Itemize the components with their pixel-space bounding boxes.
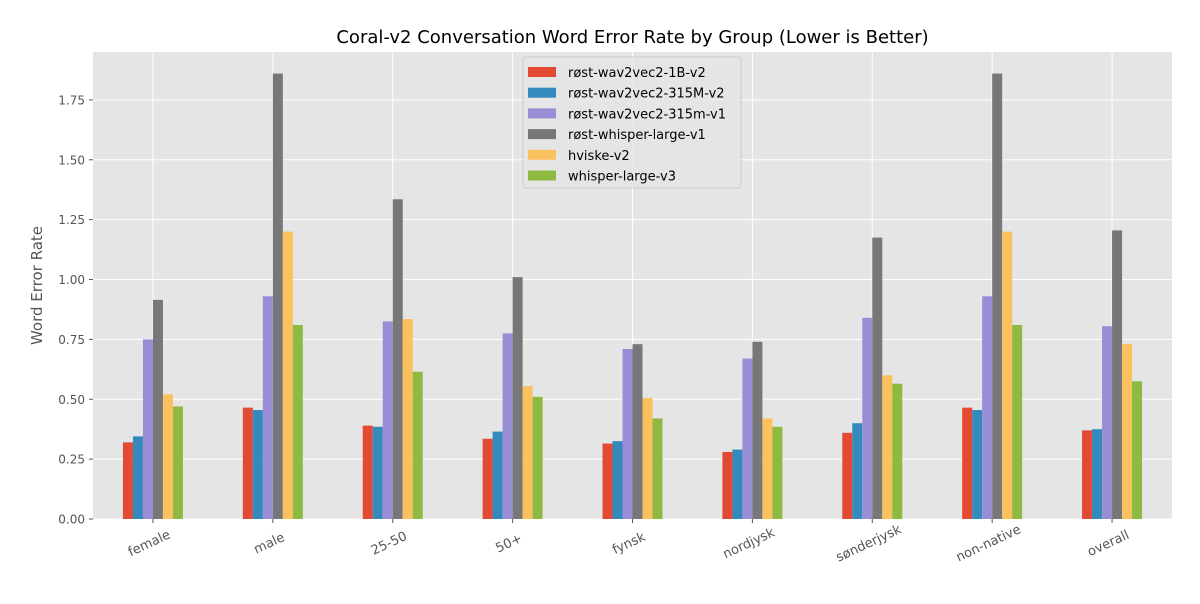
legend-label-5: hviske-v2 xyxy=(568,149,630,164)
y-tick-label: 0.75 xyxy=(58,333,85,347)
x-tick-label: overall xyxy=(1085,528,1131,560)
y-axis-label: Word Error Rate xyxy=(28,226,46,345)
legend: røst-wav2vec2-1B-v2 røst-wav2vec2-315M-v2… xyxy=(522,56,742,189)
bar-nordjysk-4 xyxy=(752,341,763,519)
bar-sønderjysk-4 xyxy=(872,237,883,519)
bar-25-50-3 xyxy=(382,321,393,519)
bar-female-1 xyxy=(122,442,133,519)
bar-fynsk-1 xyxy=(602,443,613,519)
bar-nordjysk-1 xyxy=(722,451,733,519)
x-tick-label: nordjysk xyxy=(721,525,778,562)
bar-sønderjysk-3 xyxy=(862,317,873,519)
x-tick-label: 50+ xyxy=(494,531,525,556)
legend-swatch-4 xyxy=(528,129,556,140)
bar-non-native-2 xyxy=(972,410,983,519)
bar-sønderjysk-6 xyxy=(892,383,903,519)
bar-fynsk-6 xyxy=(652,418,663,519)
bar-non-native-4 xyxy=(992,73,1003,520)
bar-female-3 xyxy=(142,339,153,519)
bar-overall-2 xyxy=(1092,429,1103,519)
bar-25-50-6 xyxy=(412,371,423,519)
bar-25-50-5 xyxy=(402,319,413,519)
y-tick-label: 0.25 xyxy=(58,453,85,467)
bar-non-native-5 xyxy=(1002,231,1013,519)
y-tick-label: 1.75 xyxy=(58,93,85,107)
bar-overall-1 xyxy=(1082,430,1093,519)
legend-swatch-2 xyxy=(528,87,556,98)
x-tick-label: non-native xyxy=(954,522,1024,565)
legend-swatch-5 xyxy=(528,149,556,160)
bar-25-50-4 xyxy=(392,199,403,520)
bar-nordjysk-3 xyxy=(742,358,753,519)
chart-title: Coral-v2 Conversation Word Error Rate by… xyxy=(336,27,928,48)
x-tick-label: male xyxy=(252,530,288,557)
bar-non-native-3 xyxy=(982,296,993,519)
bar-male-4 xyxy=(272,73,283,520)
bar-sønderjysk-5 xyxy=(882,375,893,519)
y-tick-label: 1.50 xyxy=(58,153,85,167)
bar-fynsk-2 xyxy=(612,441,623,519)
legend-label-2: røst-wav2vec2-315M-v2 xyxy=(568,87,725,102)
bar-female-5 xyxy=(162,394,173,519)
bar-male-1 xyxy=(242,407,253,519)
legend-label-6: whisper-large-v3 xyxy=(568,170,676,185)
legend-swatch-6 xyxy=(528,170,556,181)
bar-25-50-2 xyxy=(372,426,383,519)
bar-nordjysk-6 xyxy=(772,426,783,519)
bar-overall-5 xyxy=(1122,344,1133,519)
legend-label-4: røst-whisper-large-v1 xyxy=(568,128,706,143)
bar-50+-2 xyxy=(492,431,503,519)
x-tick-label: female xyxy=(126,528,173,561)
bar-overall-3 xyxy=(1102,326,1113,519)
bar-male-3 xyxy=(262,296,273,519)
y-tick-label: 0.50 xyxy=(58,393,85,407)
bar-fynsk-4 xyxy=(632,344,643,519)
legend-label-3: røst-wav2vec2-315m-v1 xyxy=(568,107,726,122)
legend-swatch-3 xyxy=(528,108,556,119)
y-tick-label: 1.00 xyxy=(58,273,85,287)
legend-label-1: røst-wav2vec2-1B-v2 xyxy=(568,66,706,81)
bar-overall-6 xyxy=(1132,381,1143,519)
y-tick-label: 0.00 xyxy=(58,513,85,527)
bar-sønderjysk-2 xyxy=(852,423,863,519)
bar-male-2 xyxy=(252,410,263,519)
bar-male-6 xyxy=(292,325,303,519)
bar-overall-4 xyxy=(1112,230,1123,519)
y-tick-label: 1.25 xyxy=(58,213,85,227)
bar-fynsk-3 xyxy=(622,348,633,519)
bar-female-6 xyxy=(172,406,183,519)
legend-swatch-1 xyxy=(528,67,556,77)
bar-50+-6 xyxy=(532,396,543,519)
bar-fynsk-5 xyxy=(642,398,653,519)
bar-25-50-1 xyxy=(362,425,373,519)
legend-box xyxy=(522,56,742,189)
bar-50+-1 xyxy=(482,438,493,519)
bar-50+-4 xyxy=(512,277,523,519)
bar-50+-3 xyxy=(502,333,513,519)
bar-female-4 xyxy=(152,299,163,519)
bar-sønderjysk-1 xyxy=(842,432,853,519)
x-tick-label: sønderjysk xyxy=(834,522,904,565)
x-tick-label: 25-50 xyxy=(369,529,410,559)
bar-non-native-1 xyxy=(962,407,973,519)
bar-non-native-6 xyxy=(1012,325,1023,519)
bar-50+-5 xyxy=(522,386,533,519)
bar-female-2 xyxy=(132,436,143,519)
x-tick-label: fynsk xyxy=(610,530,648,558)
bar-nordjysk-2 xyxy=(732,449,743,519)
bar-male-5 xyxy=(282,231,293,519)
bar-nordjysk-5 xyxy=(762,418,773,519)
